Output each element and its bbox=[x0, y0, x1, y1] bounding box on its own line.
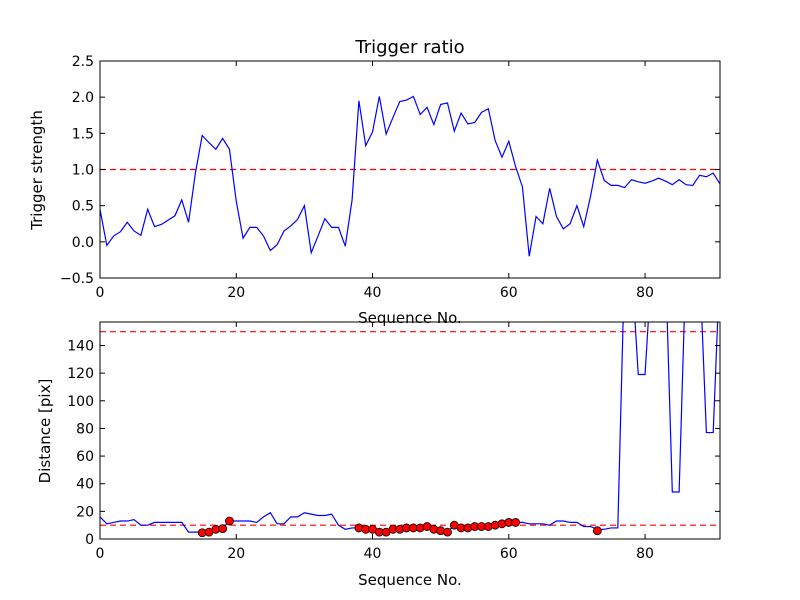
plot-area: 0 20 40 60 80 0 20 40 60 80 100 120 140 bbox=[67, 321, 721, 562]
y-axis-label: Trigger strength bbox=[28, 110, 46, 231]
x-axis-label: Sequence No. bbox=[358, 571, 462, 589]
x-tick-label: 20 bbox=[227, 546, 245, 562]
data-point-marker bbox=[443, 527, 452, 537]
x-tick-label: 40 bbox=[364, 285, 382, 301]
distance-chart: Sequence No. Distance [pix] 0 20 40 60 80 0 20… bbox=[36, 321, 721, 589]
y-tick-label: 40 bbox=[76, 477, 94, 493]
y-tick-label: 0 bbox=[85, 532, 94, 548]
y-tick-label: 20 bbox=[76, 504, 94, 520]
y-tick-label: 80 bbox=[76, 421, 94, 437]
data-point-marker bbox=[218, 524, 228, 534]
y-tick-label: 2.5 bbox=[72, 54, 94, 70]
plot-content bbox=[100, 322, 720, 538]
y-tick-label: 0.0 bbox=[72, 235, 94, 251]
x-tick-label: 60 bbox=[500, 285, 518, 301]
plot-content bbox=[100, 95, 720, 257]
y-tick-label: 100 bbox=[67, 394, 94, 410]
x-tick-label: 80 bbox=[636, 285, 654, 301]
plot-area: 0 20 40 60 80 −0.5 0.0 0.5 1.0 1.5 2.0 2.5 bbox=[60, 54, 721, 301]
x-tick-label: 20 bbox=[227, 285, 245, 301]
plot-frame bbox=[99, 321, 721, 540]
x-axis-label: Sequence No. bbox=[358, 309, 462, 327]
data-point-marker bbox=[511, 518, 521, 527]
y-tick-label: 120 bbox=[67, 366, 94, 382]
y-tick-label: 60 bbox=[76, 449, 94, 465]
data-point-marker bbox=[225, 516, 234, 526]
y-tick-label: −0.5 bbox=[60, 271, 94, 287]
x-tick-label: 80 bbox=[636, 546, 654, 562]
x-tick-label: 0 bbox=[96, 285, 105, 301]
chart-title: Trigger ratio bbox=[354, 37, 464, 58]
y-tick-label: 1.5 bbox=[72, 126, 94, 142]
trigger-ratio-chart: Trigger ratio Sequence No. Trigger stren… bbox=[28, 37, 721, 327]
series-line bbox=[100, 95, 720, 257]
data-point-marker bbox=[592, 526, 602, 536]
x-tick-label: 60 bbox=[500, 546, 518, 562]
series-line bbox=[100, 322, 719, 533]
x-tick-label: 40 bbox=[364, 546, 382, 562]
y-tick-label: 2.0 bbox=[72, 90, 94, 106]
y-tick-label: 1.0 bbox=[72, 163, 94, 179]
x-tick-label: 0 bbox=[96, 546, 105, 562]
y-tick-label: 0.5 bbox=[72, 199, 94, 215]
y-tick-label: 140 bbox=[67, 338, 94, 354]
y-axis-label: Distance [pix] bbox=[36, 379, 54, 484]
